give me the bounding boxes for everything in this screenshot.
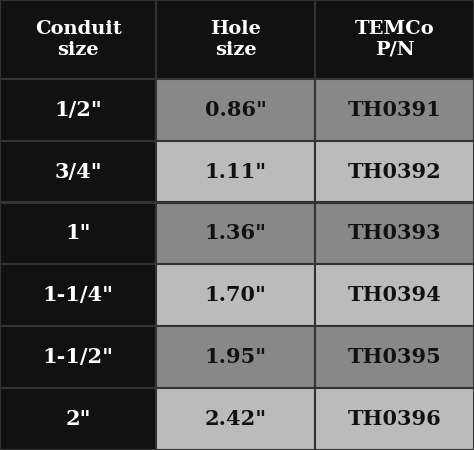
Text: 1.70": 1.70" (205, 285, 267, 305)
FancyBboxPatch shape (0, 326, 156, 388)
Text: TH0395: TH0395 (348, 347, 441, 367)
Text: TH0394: TH0394 (348, 285, 441, 305)
Text: 3/4": 3/4" (55, 162, 102, 181)
FancyBboxPatch shape (0, 79, 156, 140)
Text: 1-1/4": 1-1/4" (43, 285, 114, 305)
Text: 1.11": 1.11" (205, 162, 267, 181)
Text: 1.95": 1.95" (205, 347, 267, 367)
FancyBboxPatch shape (0, 0, 156, 79)
FancyBboxPatch shape (0, 202, 156, 265)
FancyBboxPatch shape (0, 388, 156, 450)
Text: 1": 1" (65, 224, 91, 243)
Text: 1.36": 1.36" (205, 224, 267, 243)
Text: 2": 2" (65, 409, 91, 429)
FancyBboxPatch shape (156, 0, 315, 79)
FancyBboxPatch shape (156, 388, 315, 450)
FancyBboxPatch shape (156, 140, 315, 202)
Text: 1-1/2": 1-1/2" (43, 347, 114, 367)
FancyBboxPatch shape (315, 388, 474, 450)
Text: TH0391: TH0391 (348, 100, 441, 120)
FancyBboxPatch shape (315, 79, 474, 140)
FancyBboxPatch shape (156, 79, 315, 140)
Text: TH0393: TH0393 (348, 224, 441, 243)
Text: TH0392: TH0392 (348, 162, 441, 181)
FancyBboxPatch shape (156, 326, 315, 388)
Text: TEMCo
P/N: TEMCo P/N (355, 20, 434, 59)
Text: TH0396: TH0396 (348, 409, 441, 429)
FancyBboxPatch shape (0, 140, 156, 202)
FancyBboxPatch shape (315, 326, 474, 388)
FancyBboxPatch shape (156, 202, 315, 265)
FancyBboxPatch shape (315, 0, 474, 79)
Text: Hole
size: Hole size (210, 20, 261, 59)
Text: Conduit
size: Conduit size (35, 20, 122, 59)
FancyBboxPatch shape (315, 202, 474, 265)
FancyBboxPatch shape (315, 265, 474, 326)
FancyBboxPatch shape (0, 265, 156, 326)
FancyBboxPatch shape (156, 265, 315, 326)
Text: 0.86": 0.86" (205, 100, 267, 120)
Text: 2.42": 2.42" (205, 409, 267, 429)
FancyBboxPatch shape (315, 140, 474, 202)
Text: 1/2": 1/2" (55, 100, 102, 120)
